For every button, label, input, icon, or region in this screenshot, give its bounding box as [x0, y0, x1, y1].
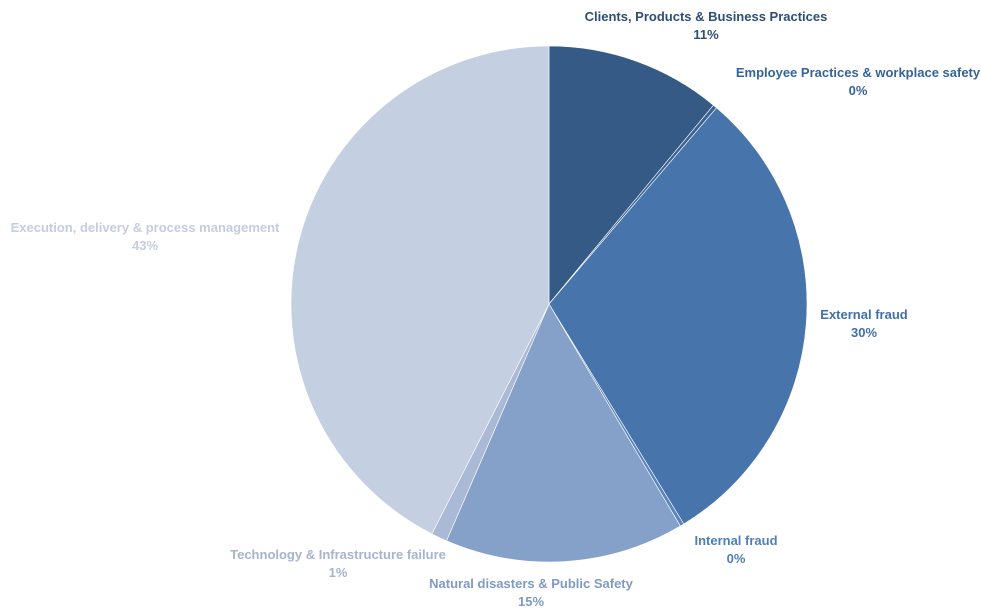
slice-value-internal-fraud: 0% [727, 551, 746, 566]
slice-value-employee-practices: 0% [849, 83, 868, 98]
slice-label-external-fraud: External fraud [820, 307, 907, 322]
slice-label-technology-infrastructure: Technology & Infrastructure failure [230, 547, 446, 562]
slice-label-employee-practices: Employee Practices & workplace safety [736, 65, 981, 80]
slice-value-clients-products-business: 11% [693, 27, 719, 42]
pie-slice-natural-disasters [446, 303, 681, 563]
slice-value-natural-disasters: 15% [518, 594, 544, 609]
pie-slice-clients-products-business [548, 45, 714, 305]
slice-label-clients-products-business: Clients, Products & Business Practices [585, 9, 828, 24]
slice-label-internal-fraud: Internal fraud [694, 533, 777, 548]
pie-slice-execution-delivery [290, 45, 550, 535]
slice-value-technology-infrastructure: 1% [329, 565, 348, 580]
pie-slices [290, 45, 808, 563]
pie-slice-external-fraud [548, 107, 808, 525]
slice-label-execution-delivery: Execution, delivery & process management [11, 220, 280, 235]
slice-value-external-fraud: 30% [851, 325, 877, 340]
pie-labels: Clients, Products & Business Practices 11… [11, 9, 981, 609]
slice-value-execution-delivery: 43% [132, 238, 158, 253]
slice-label-natural-disasters: Natural disasters & Public Safety [429, 576, 634, 591]
